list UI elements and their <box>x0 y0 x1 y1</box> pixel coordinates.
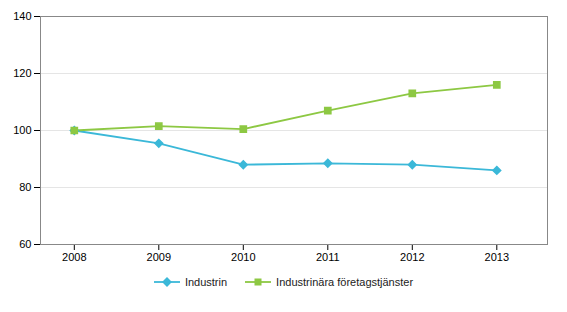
svg-text:80: 80 <box>19 181 31 193</box>
html-text:Industrin: Industrin <box>184 276 228 288</box>
svg-text:2008: 2008 <box>62 251 86 263</box>
svg-text:2011: 2011 <box>316 251 340 263</box>
svg-text:2013: 2013 <box>485 251 509 263</box>
svg-text:2010: 2010 <box>231 251 255 263</box>
svg-text:140: 140 <box>13 10 31 22</box>
svg-text:60: 60 <box>19 238 31 250</box>
html-text:Industrinära företagstjänster: Industrinära företagstjänster <box>276 276 414 288</box>
svg-text:120: 120 <box>13 67 31 79</box>
svg-text:2009: 2009 <box>147 251 171 263</box>
svg-text:2012: 2012 <box>400 251 424 263</box>
svg-text:100: 100 <box>13 124 31 136</box>
